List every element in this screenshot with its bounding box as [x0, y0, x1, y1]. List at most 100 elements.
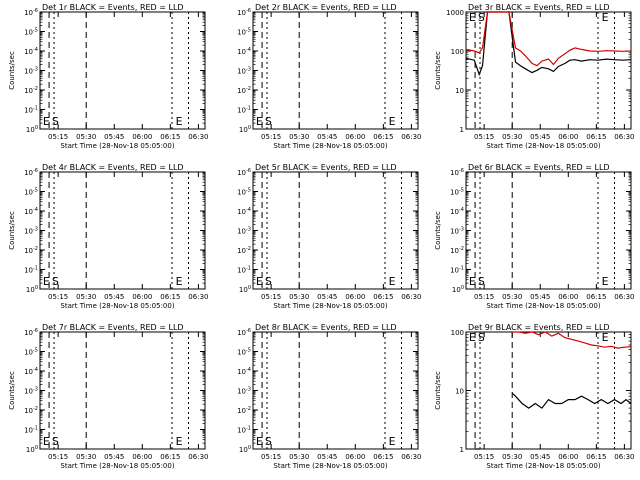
chart-title: Det 5r BLACK = Events, RED = LLD	[255, 163, 397, 172]
y-axis-label: Counts/sec	[8, 371, 16, 410]
y-tick-label: 10-3	[237, 67, 251, 76]
plot-frame	[465, 331, 632, 450]
y-tick-label: 100	[451, 48, 464, 56]
x-tick-label: 06:00	[132, 293, 152, 301]
x-tick-label: 05:15	[261, 453, 281, 461]
x-tick-label: 06:15	[586, 293, 606, 301]
y-tick-label: 100	[239, 125, 251, 134]
x-tick-label: 05:45	[317, 453, 337, 461]
marker-label-e: E	[389, 275, 396, 288]
y-tick-label: 10-4	[450, 207, 464, 216]
chart-title: Det 3r BLACK = Events, RED = LLD	[468, 3, 610, 12]
marker-label-s: S	[478, 275, 485, 288]
y-tick-label: 100	[26, 125, 38, 134]
x-tick-label: 05:45	[317, 293, 337, 301]
plot-frame	[252, 11, 419, 130]
chart-title: Det 7r BLACK = Events, RED = LLD	[42, 323, 184, 332]
marker-label-s: S	[478, 331, 485, 344]
x-tick-label: 06:00	[345, 133, 365, 141]
x-tick-label: 06:00	[558, 293, 578, 301]
y-axis-label: Counts/sec	[8, 51, 16, 90]
y-tick-label: 10-6	[450, 168, 464, 177]
x-axis-label: Start Time (28-Nov-18 05:05:00)	[486, 462, 600, 470]
x-tick-label: 05:45	[104, 293, 124, 301]
x-tick-label: 05:30	[289, 453, 309, 461]
y-tick-label: 10-3	[24, 387, 38, 396]
y-tick-label: 100	[26, 285, 38, 294]
y-tick-label: 1000	[446, 9, 464, 17]
y-tick-label: 10-2	[24, 246, 38, 255]
marker-label-e: E	[602, 331, 609, 344]
marker-label-e: E	[469, 11, 476, 24]
y-tick-label: 10-5	[237, 188, 251, 197]
y-tick-label: 100	[239, 445, 251, 454]
y-tick-label: 10-2	[24, 86, 38, 95]
y-tick-label: 10-2	[24, 406, 38, 415]
chart-title: Det 8r BLACK = Events, RED = LLD	[255, 323, 397, 332]
x-tick-label: 05:15	[474, 133, 494, 141]
series-lld-line	[512, 331, 632, 349]
marker-label-e: E	[176, 435, 183, 448]
x-tick-label: 06:15	[160, 293, 180, 301]
x-tick-label: 06:00	[345, 453, 365, 461]
x-tick-label: 06:30	[188, 453, 208, 461]
series-events-line	[474, 392, 632, 450]
x-axis-label: Start Time (28-Nov-18 05:05:00)	[486, 302, 600, 310]
x-tick-label: 05:45	[104, 133, 124, 141]
marker-label-e: E	[43, 435, 50, 448]
x-tick-label: 06:00	[132, 133, 152, 141]
x-tick-label: 06:30	[188, 293, 208, 301]
marker-label-s: S	[265, 115, 272, 128]
marker-label-s: S	[52, 115, 59, 128]
y-tick-label: 1	[460, 446, 464, 454]
y-tick-label: 10-5	[450, 188, 464, 197]
y-tick-label: 10-2	[237, 246, 251, 255]
marker-label-e: E	[256, 435, 263, 448]
x-tick-label: 05:30	[289, 293, 309, 301]
x-axis-label: Start Time (28-Nov-18 05:05:00)	[486, 142, 600, 150]
x-tick-label: 05:30	[289, 133, 309, 141]
x-tick-label: 05:15	[261, 293, 281, 301]
marker-label-e: E	[43, 275, 50, 288]
y-tick-label: 10-4	[24, 47, 38, 56]
y-tick-label: 10-1	[237, 426, 251, 435]
x-tick-label: 05:30	[502, 133, 522, 141]
x-tick-label: 05:30	[502, 293, 522, 301]
marker-label-e: E	[469, 331, 476, 344]
y-tick-label: 10-2	[450, 246, 464, 255]
x-axis-label: Start Time (28-Nov-18 05:05:00)	[273, 302, 387, 310]
marker-label-e: E	[43, 115, 50, 128]
x-tick-label: 06:30	[188, 133, 208, 141]
x-axis-label: Start Time (28-Nov-18 05:05:00)	[60, 302, 174, 310]
x-tick-label: 06:15	[373, 293, 393, 301]
y-tick-label: 10-5	[24, 348, 38, 357]
chart-title: Det 1r BLACK = Events, RED = LLD	[42, 3, 184, 12]
marker-label-e: E	[469, 275, 476, 288]
y-tick-label: 100	[239, 285, 251, 294]
y-axis-label: Counts/sec	[434, 371, 442, 410]
y-tick-label: 10-5	[24, 28, 38, 37]
x-tick-label: 05:45	[317, 133, 337, 141]
y-axis-label: Counts/sec	[8, 211, 16, 250]
marker-label-s: S	[265, 275, 272, 288]
chart-title: Det 9r BLACK = Events, RED = LLD	[468, 323, 610, 332]
x-tick-label: 06:30	[614, 293, 634, 301]
x-tick-label: 05:15	[48, 133, 68, 141]
y-tick-label: 10-4	[24, 367, 38, 376]
x-tick-label: 05:30	[76, 453, 96, 461]
y-tick-label: 10-1	[24, 106, 38, 115]
marker-label-e: E	[256, 115, 263, 128]
plot-frame	[465, 171, 632, 290]
x-tick-label: 06:30	[401, 453, 421, 461]
y-tick-label: 10-3	[450, 227, 464, 236]
x-tick-label: 06:15	[160, 453, 180, 461]
plot-frame	[465, 11, 632, 130]
y-tick-label: 10-6	[237, 8, 251, 17]
x-tick-label: 06:00	[558, 133, 578, 141]
